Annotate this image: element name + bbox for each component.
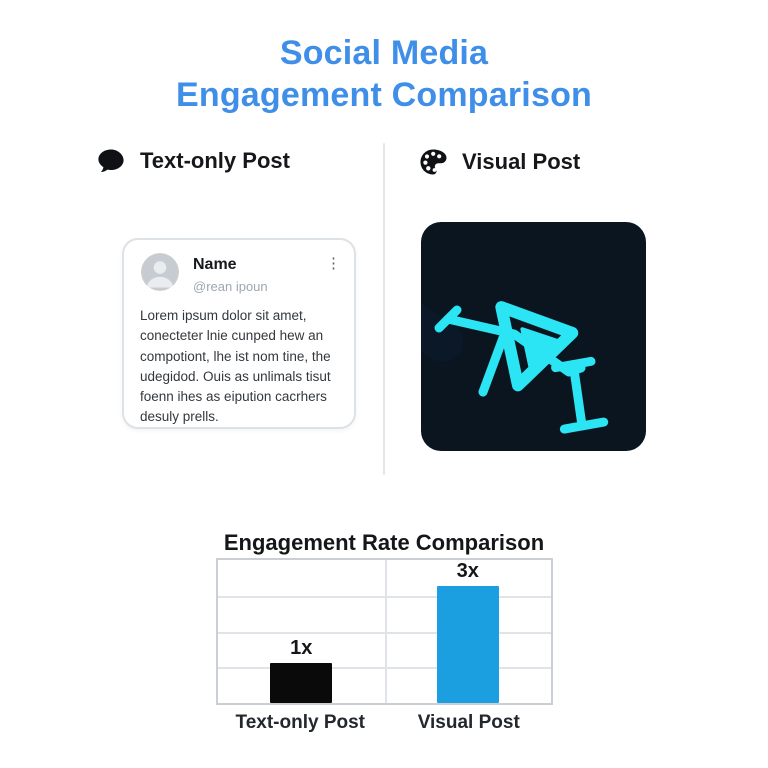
section-header-visual: Visual Post [418,147,580,177]
person-avatar-icon [141,253,179,291]
text-post-card: Name @rean ipoun ⋮ Lorem ipsum dolor sit… [122,238,356,429]
chart-bar-visual [436,586,499,703]
speech-bubble-icon [96,146,126,176]
bar-value-label: 3x [456,560,479,582]
bar-value-label: 1x [290,637,313,660]
chart-title: Engagement Rate Comparison [223,530,545,556]
palette-icon [418,147,448,177]
post-body-text: Lorem ipsum dolor sit amet, conecteter l… [140,308,331,425]
section-header-label: Visual Post [462,149,581,174]
page-title-line2: Engagement Comparison [175,76,593,114]
bar-category-label: Visual Post [417,712,520,733]
section-header-label: Text-only Post [140,148,290,173]
section-header-text-only: Text-only Post [96,146,290,176]
chart-bar-text-only [270,663,333,703]
page-title-line1: Social Media [279,34,489,72]
bar-chart: 1x 3x [216,558,553,705]
post-author-handle: @rean ipoun [193,279,268,294]
visual-post-image [421,222,646,451]
chart-cell-text-only: 1x [218,560,385,703]
chart-cell-visual: 3x [385,560,552,703]
chart-vertical-divider [384,560,387,703]
chart-axis-labels: Text-only Post Visual Post [216,712,553,734]
page-title: Social Media Engagement Comparison [0,32,768,116]
bar-category-label: Text-only Post [235,712,366,733]
column-divider [383,143,385,475]
kebab-menu-icon[interactable]: ⋮ [326,255,341,272]
post-author-name: Name [193,256,237,273]
